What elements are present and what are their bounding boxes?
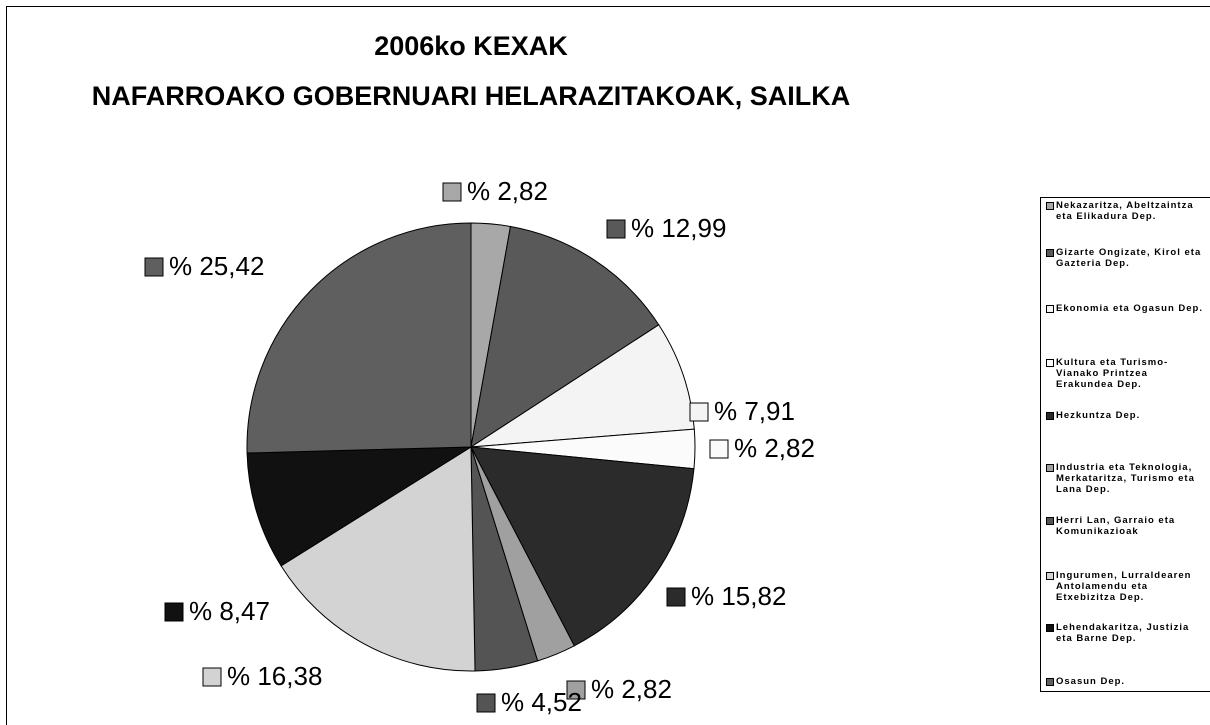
pie-slice [470, 324, 695, 448]
legend-label: Nekazaritza, Abeltzaintza eta Elikadura … [1056, 200, 1194, 222]
legend-label: Industria eta Teknologia, Merkataritza, … [1056, 462, 1195, 495]
legend-entry: Lehendakaritza, Justizia eta Barne Dep. [1046, 622, 1208, 644]
legend-entry: Kultura eta Turismo-Vianako Printzea Era… [1046, 357, 1208, 390]
legend-entry: Industria eta Teknologia, Merkataritza, … [1046, 462, 1208, 495]
legend-marker [1046, 572, 1054, 580]
legend-entry: Hezkuntza Dep. [1046, 410, 1208, 421]
data-label: % 12,99 [631, 213, 726, 243]
legend-entry: Nekazaritza, Abeltzaintza eta Elikadura … [1046, 200, 1208, 222]
data-label: % 4,52 [501, 687, 582, 717]
legend-marker [1046, 412, 1054, 420]
data-label: % 2,82 [467, 176, 548, 206]
pie-slice [280, 446, 476, 672]
label-marker [606, 219, 626, 239]
legend-label: Gizarte Ongizate, Kirol eta Gazteria Dep… [1056, 247, 1202, 269]
chart-title: 2006ko KEXAK [374, 31, 568, 61]
label-marker [202, 667, 222, 687]
legend-marker [1046, 305, 1054, 313]
label-marker [689, 402, 709, 422]
legend-label: Lehendakaritza, Justizia eta Barne Dep. [1056, 622, 1190, 644]
data-label: % 7,91 [714, 396, 795, 426]
legend-label: Hezkuntza Dep. [1056, 410, 1141, 421]
legend-label: Ingurumen, Lurraldearen Antolamendu eta … [1056, 570, 1192, 603]
legend-marker [1046, 624, 1054, 632]
data-label: % 2,82 [734, 433, 815, 463]
data-label: % 2,82 [591, 674, 672, 704]
legend-entry: Herri Lan, Garraio eta Komunikazioak [1046, 515, 1208, 537]
legend-label: Osasun Dep. [1056, 676, 1126, 687]
data-label: % 25,42 [169, 251, 264, 281]
label-marker [709, 439, 729, 459]
legend-label: Ekonomia eta Ogasun Dep. [1056, 303, 1203, 314]
legend-marker [1046, 202, 1054, 210]
label-marker [666, 587, 686, 607]
label-marker [566, 680, 586, 700]
pie-slice [470, 225, 660, 449]
legend-marker [1046, 464, 1054, 472]
label-marker [144, 257, 164, 277]
label-marker [164, 602, 184, 622]
legend-marker [1046, 249, 1054, 257]
pie-slice [246, 222, 472, 454]
pie-slice [246, 446, 473, 567]
legend-label: Kultura eta Turismo-Vianako Printzea Era… [1056, 357, 1169, 390]
chart-subtitle: NAFARROAKO GOBERNUARI HELARAZITAKOAK, SA… [92, 81, 850, 111]
data-label: % 16,38 [227, 661, 322, 691]
label-marker [476, 693, 496, 713]
legend-entry: Osasun Dep. [1046, 676, 1208, 687]
legend-label: Herri Lan, Garraio eta Komunikazioak [1056, 515, 1176, 537]
legend-entry: Ekonomia eta Ogasun Dep. [1046, 303, 1208, 314]
data-label: % 8,47 [189, 596, 270, 626]
legend-entry: Ingurumen, Lurraldearen Antolamendu eta … [1046, 570, 1208, 603]
legend-marker [1046, 678, 1054, 686]
data-label: % 15,82 [691, 581, 786, 611]
legend-marker [1046, 359, 1054, 367]
legend-entry: Gizarte Ongizate, Kirol eta Gazteria Dep… [1046, 247, 1208, 269]
legend-box [1040, 197, 1210, 692]
legend-marker [1046, 517, 1054, 525]
pie-slice [470, 446, 695, 647]
label-marker [442, 182, 462, 202]
